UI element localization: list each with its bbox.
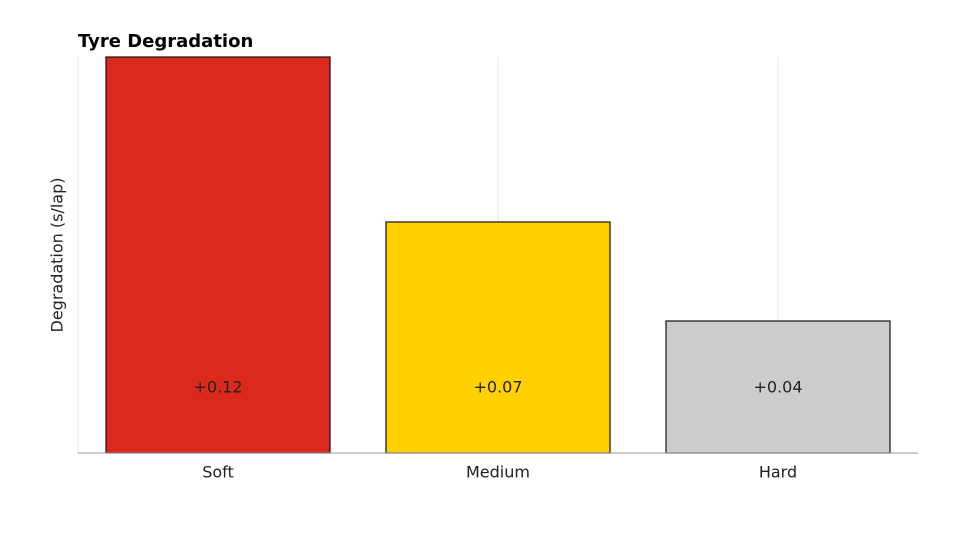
x-tick-label: Medium (466, 463, 530, 482)
bar (385, 221, 611, 454)
value-label: +0.04 (753, 378, 802, 397)
value-label: +0.12 (193, 378, 242, 397)
chart-title: Tyre Degradation (78, 31, 253, 52)
x-tick-label: Hard (759, 463, 797, 482)
y-axis-label: Degradation (s/lap) (48, 177, 67, 332)
value-label: +0.07 (473, 378, 522, 397)
bar (105, 56, 331, 454)
x-tick-label: Soft (202, 463, 234, 482)
